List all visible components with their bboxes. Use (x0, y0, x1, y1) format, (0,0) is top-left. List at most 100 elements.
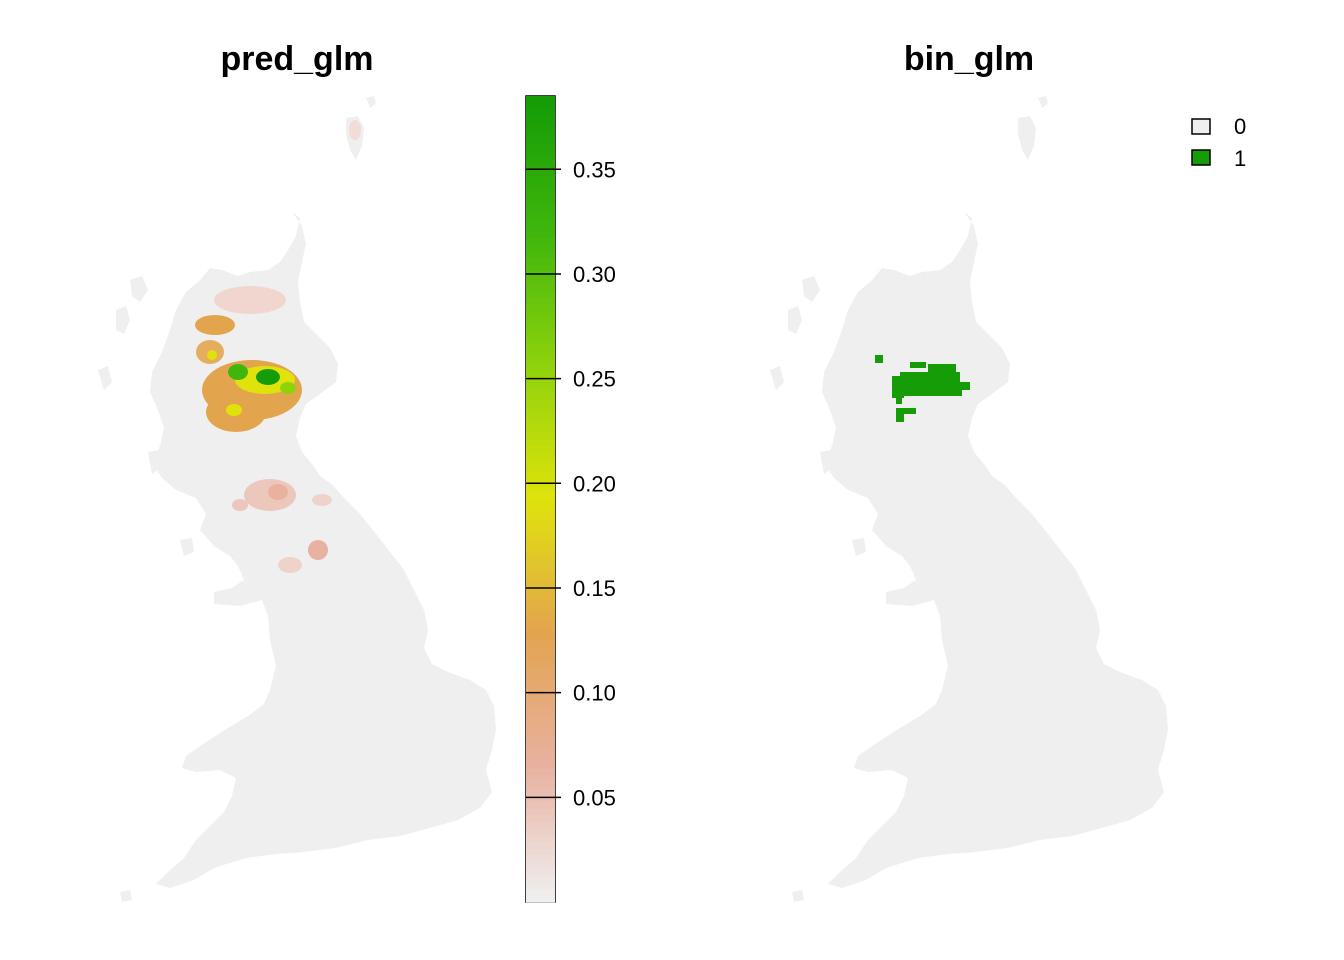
colorbar-step (526, 371, 555, 379)
colorbar-step (526, 593, 555, 601)
legend-swatch-1 (1191, 149, 1211, 166)
colorbar-step (526, 586, 555, 594)
map-title-pred-glm: pred_glm (220, 40, 374, 78)
colorbar-step (526, 344, 555, 352)
colorbar-step (526, 156, 555, 164)
colorbar-step (526, 848, 555, 856)
colorbar-step (526, 774, 555, 782)
landmass-left (98, 96, 496, 902)
colorbar-step (526, 841, 555, 849)
colorbar-step (526, 881, 555, 890)
colorbar-step (526, 458, 555, 467)
colorbar-step (526, 243, 555, 252)
colorbar-step (526, 116, 555, 124)
colorbar-step (526, 505, 555, 514)
colorbar: 0.05 0.10 0.15 0.20 0.25 0.30 0.35 (525, 95, 616, 903)
colorbar-step (526, 136, 555, 144)
colorbar-step (526, 599, 555, 608)
colorbar-step (526, 418, 555, 426)
colorbar-step (526, 700, 555, 708)
colorbar-step (526, 559, 555, 567)
colorbar-step (526, 767, 555, 775)
colorbar-step (526, 572, 555, 581)
colorbar-tick-label: 0.05 (573, 785, 616, 810)
presence-cells (875, 355, 970, 422)
colorbar-step (526, 646, 555, 655)
colorbar-step (526, 425, 555, 433)
pred-glm-map (98, 96, 496, 902)
colorbar-step (526, 734, 555, 742)
colorbar-step (526, 196, 555, 205)
colorbar-step (526, 122, 555, 131)
colorbar-step (526, 210, 555, 218)
legend-label-0: 0 (1234, 114, 1246, 139)
colorbar-tick-label: 0.20 (573, 471, 616, 496)
colorbar-step (526, 102, 555, 111)
colorbar-step (526, 888, 555, 896)
colorbar-step (526, 760, 555, 769)
colorbar-step (526, 96, 555, 104)
colorbar-step (526, 384, 555, 393)
colorbar-step (526, 465, 555, 473)
colorbar-step (526, 680, 555, 688)
colorbar-step (526, 807, 555, 816)
colorbar-step (526, 687, 555, 695)
colorbar-step (526, 190, 555, 198)
colorbar-step (526, 713, 555, 722)
bin-glm-map (770, 96, 1168, 902)
colorbar-step (526, 431, 555, 440)
colorbar-step (526, 378, 555, 386)
colorbar-step (526, 438, 555, 446)
colorbar-step (526, 566, 555, 574)
colorbar-step (526, 263, 555, 272)
colorbar-step (526, 895, 555, 903)
colorbar-step (526, 109, 555, 117)
colorbar-step (526, 693, 555, 702)
colorbar-step (526, 525, 555, 534)
colorbar-step (526, 619, 555, 628)
colorbar-step (526, 143, 555, 151)
colorbar-step (526, 284, 555, 292)
colorbar-step (526, 451, 555, 460)
colorbar-step (526, 660, 555, 668)
map-title-bin-glm: bin_glm (903, 40, 1035, 78)
colorbar-step (526, 129, 555, 137)
colorbar-step (526, 163, 555, 171)
colorbar-step (526, 754, 555, 762)
colorbar-step (526, 176, 555, 184)
colorbar-step (526, 337, 555, 346)
colorbar-step (526, 794, 555, 802)
colorbar-ticks: 0.05 0.10 0.15 0.20 0.25 0.30 0.35 (526, 157, 616, 810)
colorbar-step (526, 673, 555, 681)
colorbar-step (526, 357, 555, 366)
colorbar-step (526, 707, 555, 715)
colorbar-step (526, 411, 555, 419)
colorbar-tick-label: 0.15 (573, 576, 616, 601)
colorbar-step (526, 237, 555, 245)
colorbar-step (526, 492, 555, 500)
colorbar-step (526, 640, 555, 648)
colorbar-step (526, 398, 555, 406)
colorbar-step (526, 532, 555, 540)
colorbar-step (526, 203, 555, 211)
colorbar-step (526, 747, 555, 755)
colorbar-tick-label: 0.10 (573, 681, 616, 706)
colorbar-step (526, 250, 555, 258)
probability-hotspots (195, 120, 361, 573)
colorbar-step (526, 613, 555, 621)
colorbar-step (526, 539, 555, 547)
legend-swatch-0 (1191, 118, 1211, 135)
landmass-right (770, 96, 1168, 902)
colorbar-step (526, 404, 555, 413)
colorbar-step (526, 579, 555, 587)
colorbar-step (526, 304, 555, 312)
colorbar-step (526, 606, 555, 614)
colorbar-step (526, 290, 555, 299)
colorbar-step (526, 297, 555, 305)
legend-label-1: 1 (1234, 146, 1246, 171)
colorbar-step (526, 781, 555, 789)
colorbar-step (526, 445, 555, 453)
colorbar-step (526, 257, 555, 265)
colorbar-step (526, 364, 555, 372)
